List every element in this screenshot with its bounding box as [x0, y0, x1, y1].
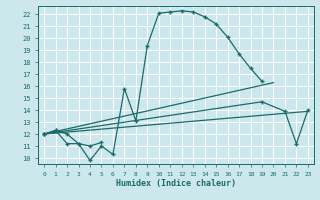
X-axis label: Humidex (Indice chaleur): Humidex (Indice chaleur): [116, 179, 236, 188]
